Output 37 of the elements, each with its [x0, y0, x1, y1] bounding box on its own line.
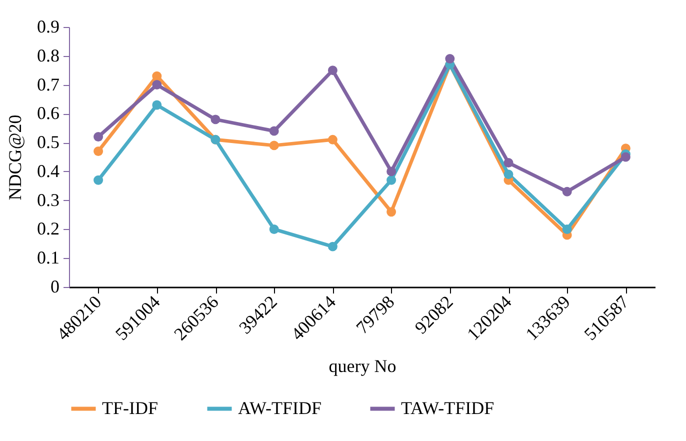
y-tick-label: 0.3 — [37, 190, 60, 210]
legend-label: TAW-TFIDF — [401, 398, 494, 418]
point — [386, 175, 396, 185]
x-axis-title: query No — [328, 356, 396, 376]
point — [562, 186, 572, 196]
point — [269, 140, 279, 150]
legend-label: TF-IDF — [102, 398, 158, 418]
point — [328, 66, 338, 76]
point — [94, 175, 104, 185]
point — [152, 100, 162, 110]
point — [269, 224, 279, 234]
y-tick-label: 0.9 — [37, 16, 60, 36]
point — [562, 224, 572, 234]
point — [504, 170, 514, 180]
point — [445, 54, 455, 64]
y-tick-label: 0.2 — [37, 218, 60, 239]
point — [269, 126, 279, 136]
point — [210, 114, 220, 124]
y-tick-label: 0 — [50, 276, 60, 296]
point — [94, 146, 104, 156]
y-tick-label: 0.6 — [37, 103, 60, 124]
point — [328, 242, 338, 252]
point — [152, 71, 162, 81]
legend-label: AW-TFIDF — [238, 398, 322, 418]
y-tick-label: 0.7 — [37, 74, 60, 94]
y-axis-title: NDCG@20 — [5, 114, 25, 200]
y-tick-label: 0.8 — [37, 45, 60, 66]
point — [94, 132, 104, 142]
y-tick-label: 0.5 — [37, 132, 60, 152]
y-tick-label: 0.4 — [37, 160, 60, 181]
point — [328, 134, 338, 144]
point — [620, 152, 630, 162]
y-tick-label: 0.1 — [37, 248, 60, 268]
point — [386, 166, 396, 176]
point — [386, 207, 396, 217]
point — [152, 80, 162, 90]
point — [504, 158, 514, 168]
